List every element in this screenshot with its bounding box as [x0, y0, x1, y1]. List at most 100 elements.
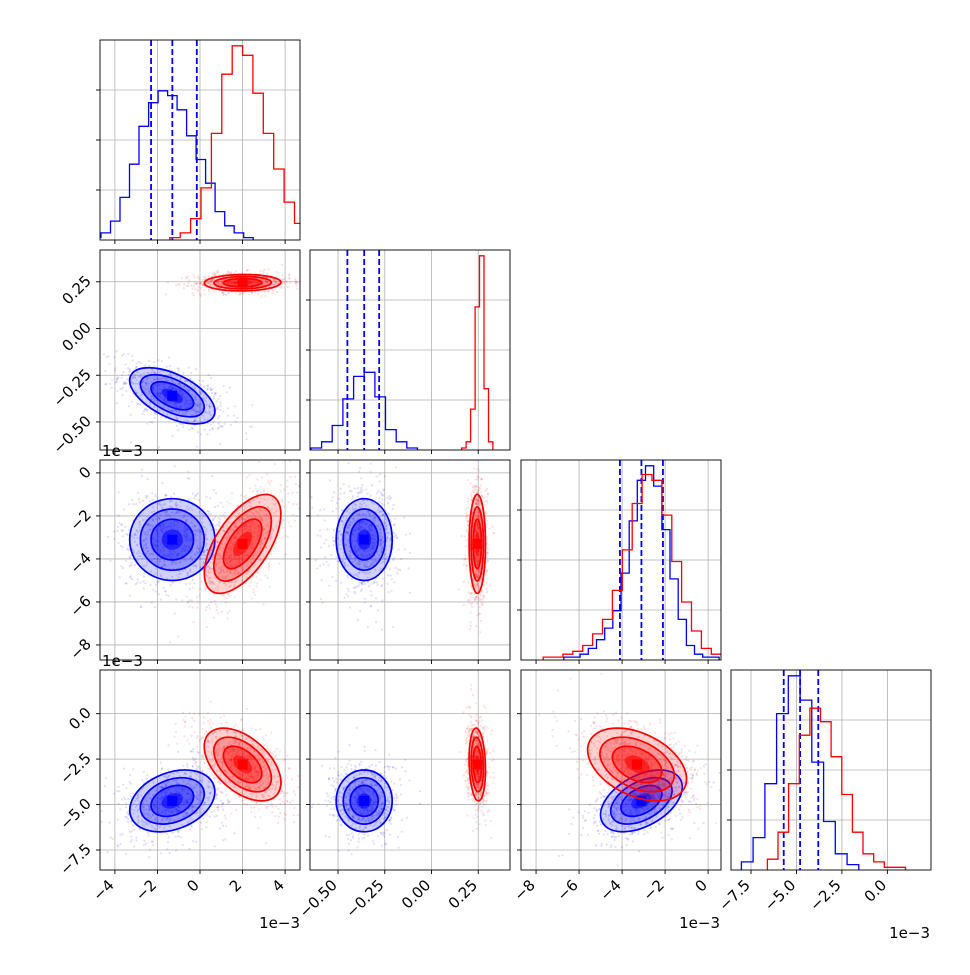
scatter-point — [360, 491, 362, 493]
scatter-point — [327, 564, 329, 566]
scatter-point — [333, 491, 335, 493]
scatter-point — [220, 515, 222, 517]
scatter-point — [387, 591, 389, 593]
scatter-point — [201, 580, 203, 582]
scatter-point — [321, 601, 323, 603]
scatter-point — [358, 471, 360, 473]
scatter-point — [227, 594, 229, 596]
scatter-point — [188, 600, 190, 602]
scatter-point — [221, 611, 223, 613]
scatter-point — [211, 427, 213, 429]
scatter-point — [373, 581, 375, 583]
scatter-point — [227, 802, 229, 804]
scatter-point — [104, 383, 106, 385]
scatter-point — [205, 826, 207, 828]
scatter-point — [143, 844, 145, 846]
scatter-point — [487, 560, 489, 562]
scatter-point — [343, 483, 345, 485]
scatter-point — [178, 370, 180, 372]
scatter-point — [283, 505, 285, 507]
scatter-point — [217, 398, 219, 400]
scatter-point — [381, 628, 383, 630]
scatter-point — [382, 577, 384, 579]
scatter-point — [458, 588, 460, 590]
scatter-point — [387, 502, 389, 504]
scatter-point — [403, 516, 405, 518]
scatter-point — [396, 537, 398, 539]
scatter-point — [192, 288, 194, 290]
scatter-point — [260, 295, 262, 297]
scatter-point — [120, 565, 122, 567]
scatter-point — [292, 503, 294, 505]
scatter-point — [217, 612, 219, 614]
scatter-point — [392, 508, 394, 510]
scatter-point — [163, 587, 165, 589]
scatter-point — [256, 479, 258, 481]
scatter-point — [324, 556, 326, 558]
scatter-point — [138, 498, 140, 500]
scatter-point — [177, 835, 179, 837]
scatter-point — [409, 592, 411, 594]
scatter-point — [146, 774, 148, 776]
scatter-point — [129, 781, 131, 783]
scatter-point — [304, 516, 306, 518]
scatter-point — [182, 426, 184, 428]
scatter-point — [153, 365, 155, 367]
scatter-point — [296, 288, 298, 290]
scatter-point — [119, 808, 121, 810]
scatter-point — [123, 353, 125, 355]
scatter-point — [145, 842, 147, 844]
scatter-point — [224, 838, 226, 840]
scatter-point — [193, 285, 195, 287]
scatter-point — [286, 480, 288, 482]
scatter-point — [464, 558, 466, 560]
scatter-point — [394, 518, 396, 520]
scatter-point — [194, 276, 196, 278]
scatter-point — [338, 498, 340, 500]
scatter-point — [130, 414, 132, 416]
scatter-point — [358, 491, 360, 493]
scatter-point — [192, 621, 194, 623]
scatter-point — [93, 830, 95, 832]
scatter-point — [141, 779, 143, 781]
scatter-point — [393, 532, 395, 534]
scatter-point — [154, 494, 156, 496]
scatter-point — [387, 583, 389, 585]
scatter-point — [122, 546, 124, 548]
scatter-point — [152, 589, 154, 591]
scatter-point — [109, 560, 111, 562]
scatter-point — [180, 836, 182, 838]
scatter-point — [120, 545, 122, 547]
scatter-point — [218, 524, 220, 526]
scatter-point — [135, 839, 137, 841]
scatter-point — [405, 534, 407, 536]
scatter-point — [285, 553, 287, 555]
scatter-point — [220, 502, 222, 504]
panel-body — [64, 264, 321, 454]
scatter-point — [470, 494, 472, 496]
scatter-point — [188, 848, 190, 850]
scatter-point — [223, 385, 225, 387]
y-tick-label: −0.50 — [50, 412, 95, 457]
scatter-point — [399, 569, 401, 571]
scatter-point — [151, 498, 153, 500]
scatter-point — [148, 365, 150, 367]
scatter-point — [195, 564, 197, 566]
scatter-point — [111, 387, 113, 389]
scatter-point — [198, 379, 200, 381]
scatter-point — [146, 423, 148, 425]
scatter-point — [267, 577, 269, 579]
scatter-point — [364, 598, 366, 600]
scatter-point — [166, 594, 168, 596]
scatter-point — [155, 496, 157, 498]
scatter-point — [222, 839, 224, 841]
scatter-point — [194, 497, 196, 499]
scatter-point — [118, 522, 120, 524]
scatter-point — [192, 579, 194, 581]
scatter-point — [187, 285, 189, 287]
scatter-point — [331, 576, 333, 578]
scatter-point — [267, 480, 269, 482]
scatter-point — [188, 498, 190, 500]
scatter-point — [210, 513, 212, 515]
scatter-point — [128, 405, 130, 407]
